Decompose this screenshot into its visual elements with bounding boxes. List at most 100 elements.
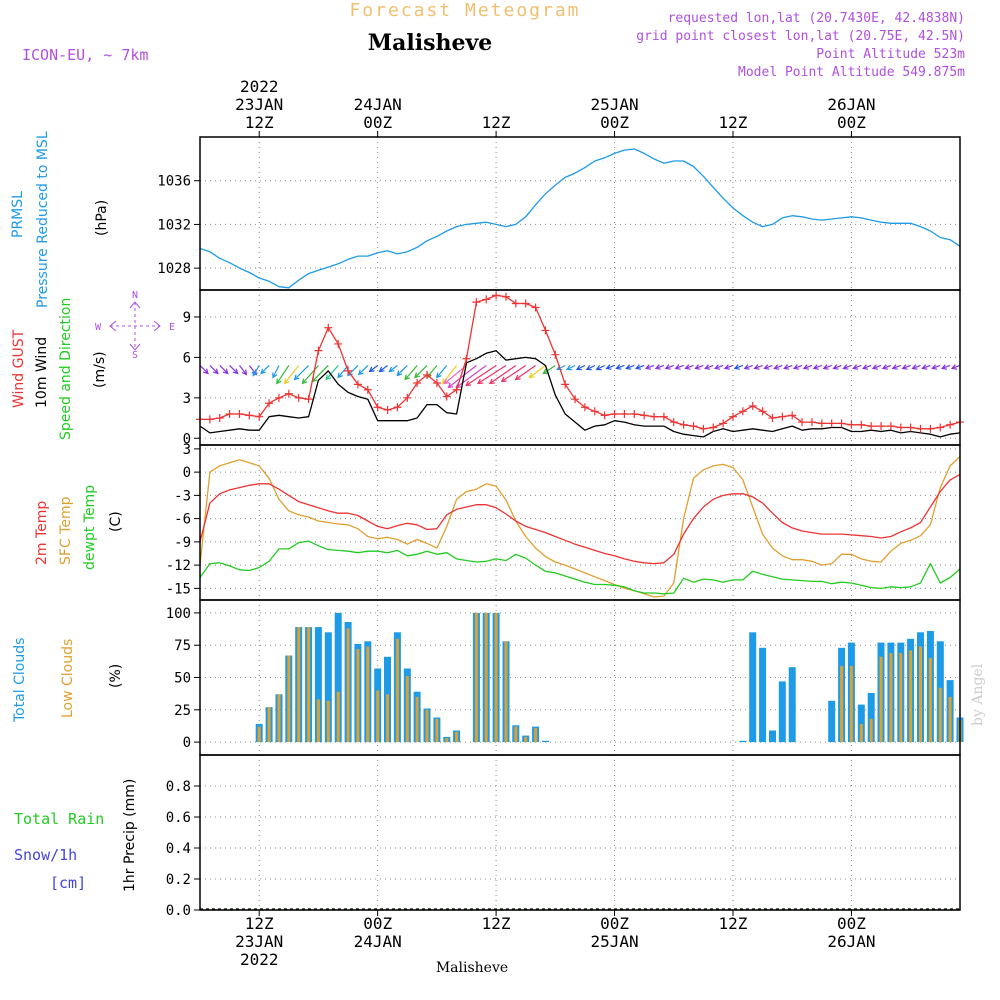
wind-gust-marker: [807, 418, 816, 427]
wind-direction-arrow: [852, 364, 862, 370]
wind-gust-marker: [225, 410, 234, 418]
precipitation-ytick-label: 0.0: [166, 903, 191, 919]
pressure-unit: (hPa): [94, 200, 110, 236]
low-cloud-bar: [524, 736, 528, 743]
wind-gust-marker: [344, 366, 353, 375]
wind-gust-marker: [541, 326, 550, 335]
snow-unit: [cm]: [50, 874, 86, 892]
bottom-hour-label: 12Z: [482, 914, 511, 933]
low-cloud-bar: [869, 718, 873, 743]
pressure-label-2: Pressure Reduced to MSL: [35, 131, 51, 308]
low-cloud-bar: [287, 655, 291, 742]
wind-gust-marker: [580, 403, 589, 412]
wind-direction-arrow: [704, 364, 714, 370]
wind-gust-marker: [571, 395, 580, 404]
total-rain-label: Total Rain: [14, 810, 104, 828]
temperature-ytick-label: -15: [166, 581, 191, 597]
total-cloud-bar: [788, 667, 796, 743]
low-cloud-bar: [534, 727, 538, 743]
wind-gust-marker: [245, 411, 254, 420]
wind-gust-label: Wind GUST: [11, 329, 27, 408]
wind-gust-marker: [492, 291, 501, 300]
model-label: ICON-EU, ~ 7km: [22, 46, 148, 64]
wind-gust-marker: [689, 422, 698, 431]
wind-gust-marker: [255, 412, 264, 421]
wind-direction-arrow: [404, 365, 418, 381]
wind-ytick-label: 0: [183, 431, 191, 447]
bottom-hour-label: 00Z: [600, 914, 629, 933]
low-cloud-bar: [395, 638, 399, 743]
wind-direction-arrow: [575, 364, 586, 371]
low-cloud-bar: [366, 646, 370, 743]
wind-direction-arrow: [862, 364, 872, 370]
clouds-ytick-label: 50: [174, 671, 191, 687]
wind-direction-arrow: [684, 364, 694, 370]
wind-direction-arrow: [812, 364, 823, 370]
wind-gust-marker: [699, 424, 708, 433]
temperature-ytick-label: -9: [174, 535, 191, 551]
low-cloud-bar: [386, 694, 389, 743]
wind-gust-marker: [640, 411, 649, 420]
total-cloud-bar: [857, 704, 865, 743]
wind-direction-arrow: [514, 364, 536, 381]
low-cloud-bar: [445, 738, 449, 743]
wind-gust-marker: [531, 303, 540, 312]
wind-gust-marker: [867, 422, 876, 431]
precipitation-ytick-label: 0.6: [166, 810, 191, 826]
snow-label: Snow/1h: [14, 846, 77, 864]
wind-gust-marker: [452, 385, 461, 394]
top-date-label: 23JAN: [235, 95, 283, 114]
compass-w: W: [95, 322, 102, 333]
bottom-date-label: 24JAN: [354, 932, 402, 951]
low-cloud-bar: [307, 627, 311, 743]
wind-direction-arrow: [743, 364, 753, 370]
low-cloud-bar: [849, 665, 853, 743]
low-cloud-bar: [297, 627, 301, 743]
wind-gust-marker: [561, 380, 570, 389]
wind-direction-arrow: [283, 365, 300, 385]
pressure-ytick-label: 1036: [157, 174, 191, 190]
low-cloud-bar: [277, 694, 281, 743]
bottom-date-label: 25JAN: [590, 932, 638, 951]
wind-direction-arrow: [219, 365, 229, 375]
bottom-hour-label: 00Z: [837, 914, 866, 933]
sfc-temp-label: SFC Temp: [58, 496, 74, 565]
bottom-hour-label: 12Z: [245, 914, 274, 933]
low-cloud-bar: [316, 699, 320, 743]
wind-direction-arrow: [585, 364, 596, 371]
bottom-date-label: 26JAN: [827, 932, 875, 951]
wind-direction-arrow: [229, 365, 239, 375]
wind-direction-arrow: [447, 365, 477, 389]
wind-gust-marker: [590, 407, 599, 416]
wind-direction-arrow: [357, 365, 369, 376]
wind-direction-arrow: [891, 364, 901, 370]
wind-direction-arrow: [783, 364, 793, 370]
wind-gust-marker: [659, 412, 668, 421]
wind-direction-arrow: [763, 364, 773, 370]
clouds-ytick-label: 100: [166, 606, 191, 622]
precipitation-ytick-label: 0.4: [166, 841, 191, 857]
total-cloud-bar: [739, 740, 747, 743]
wind-direction-arrow: [753, 364, 763, 370]
wind-gust-marker: [423, 370, 432, 379]
wind-gust-marker: [521, 299, 530, 308]
precipitation-ytick-label: 0.2: [166, 872, 191, 888]
wind-direction-arrow: [199, 365, 209, 375]
wind-gust-marker: [709, 423, 718, 432]
clouds-unit: (%): [108, 664, 124, 688]
plot-layer: 102810321036036930-3-6-9-12-150255075100…: [157, 77, 964, 969]
precipitation-frame: [199, 754, 961, 911]
wind-gust-marker: [748, 401, 757, 410]
wind-unit: (m/s): [92, 351, 108, 388]
wind-gust-marker: [719, 419, 728, 428]
wind-direction-arrow: [634, 364, 645, 370]
compass-s: S: [132, 350, 138, 361]
wind-gust-marker: [215, 414, 224, 423]
temperature-ytick-label: -12: [166, 558, 191, 574]
wind-gust-marker: [827, 419, 836, 428]
low-cloud-bar: [909, 650, 913, 743]
wind-direction-arrow: [713, 364, 724, 370]
wind-direction-arrow: [654, 364, 665, 370]
bottom-date-label: 23JAN: [235, 932, 283, 951]
